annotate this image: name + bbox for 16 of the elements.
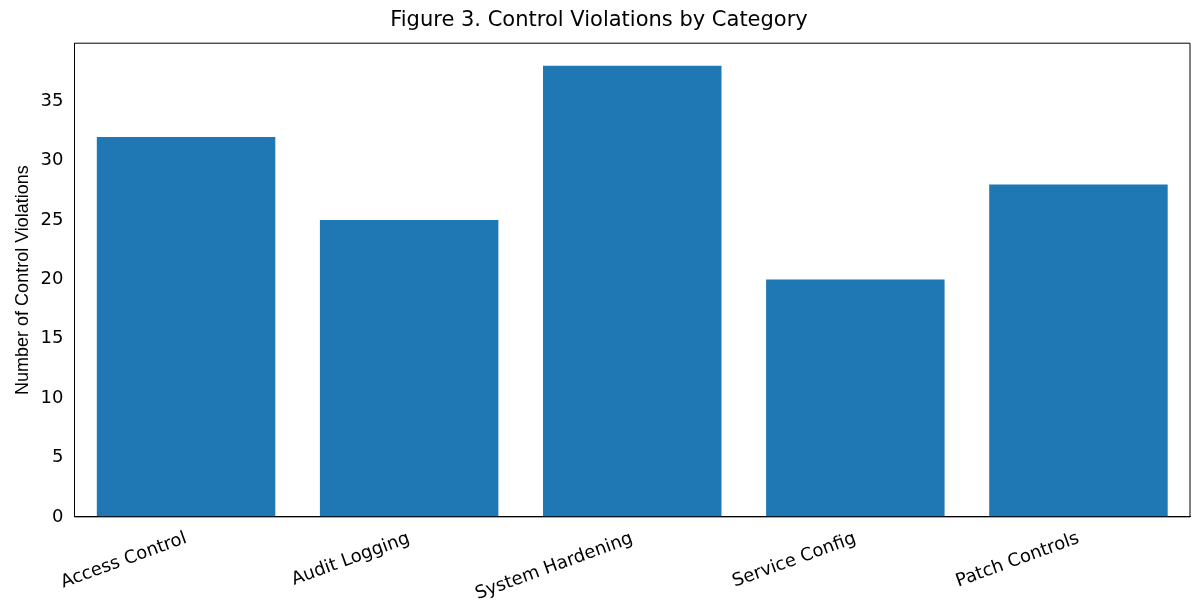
y-tick-label: 30 bbox=[40, 148, 64, 170]
y-axis-title: Number of Control Violations bbox=[11, 165, 32, 395]
x-tick-label: Service Config bbox=[728, 526, 859, 591]
bar bbox=[319, 220, 499, 517]
y-tick-label: 0 bbox=[52, 504, 64, 526]
y-tick-label: 25 bbox=[40, 207, 64, 229]
bar bbox=[96, 136, 276, 517]
bar bbox=[543, 65, 722, 517]
bar bbox=[989, 184, 1168, 517]
bar bbox=[766, 279, 945, 517]
y-tick-label: 20 bbox=[40, 267, 64, 289]
y-tick-label: 10 bbox=[40, 385, 64, 407]
y-tick-label: 35 bbox=[40, 89, 64, 111]
chart-title: Figure 3. Control Violations by Category bbox=[390, 7, 808, 32]
y-tick-label: 5 bbox=[52, 445, 64, 467]
y-tick-label: 15 bbox=[40, 326, 64, 348]
